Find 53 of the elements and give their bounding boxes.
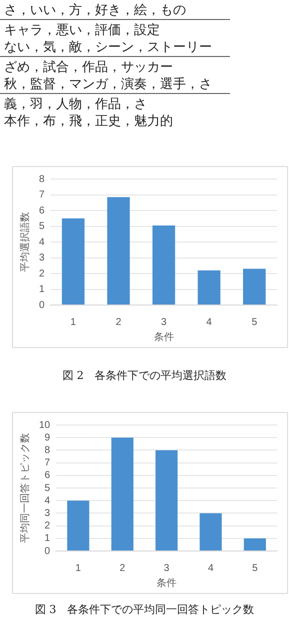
x-tick-label: 5 <box>252 562 258 574</box>
text: ない，気，敵，シーン，ストーリー <box>0 39 230 57</box>
bar <box>62 218 85 304</box>
y-tick-label: 5 <box>39 221 45 232</box>
bar <box>111 438 134 550</box>
y-tick-label: 1 <box>39 284 45 295</box>
bar <box>107 197 130 304</box>
bar <box>198 270 220 304</box>
x-tick-label: 3 <box>164 562 170 574</box>
y-tick-label: 6 <box>39 205 45 216</box>
y-tick-label: 7 <box>39 190 45 200</box>
x-tick-label: 4 <box>206 316 212 328</box>
bar <box>152 225 176 304</box>
x-tick-label: 2 <box>120 562 126 574</box>
y-tick-label: 8 <box>39 174 45 185</box>
y-tick-label: 9 <box>44 432 51 444</box>
y-axis-title: 平均選択語数 <box>18 212 31 272</box>
y-tick-label: 7 <box>44 458 51 469</box>
x-axis-title: 条件 <box>154 330 174 343</box>
x-tick-label: 2 <box>116 316 122 328</box>
text: 義，羽，人物，作品，さ <box>3 96 148 113</box>
y-tick-label: 2 <box>39 268 45 280</box>
x-axis-title: 条件 <box>156 576 177 589</box>
y-tick-label: 1 <box>44 533 51 544</box>
bar <box>200 513 222 550</box>
bar <box>243 268 266 304</box>
bar <box>244 538 266 550</box>
bar <box>67 500 90 550</box>
y-axis-title: 平均同一回答トピック数 <box>18 433 31 543</box>
y-tick-label: 3 <box>44 508 51 519</box>
bar <box>156 450 178 550</box>
y-tick-label: 10 <box>39 420 51 431</box>
x-tick-label: 4 <box>208 562 214 574</box>
y-tick-label: 5 <box>44 482 51 494</box>
text: ざめ，試合，作品，サッカー <box>3 59 174 76</box>
text: キャラ，悪い，評価，設定 <box>3 22 161 39</box>
text: 図 3 各条件下での平均同一回答トピック数 <box>34 602 256 617</box>
text: 図 2 各条件下での平均選択語数 <box>61 368 228 383</box>
y-tick-label: 4 <box>44 495 51 506</box>
x-tick-label: 3 <box>161 316 167 328</box>
text: さ，いい，方，好き，絵，もの <box>0 2 230 20</box>
y-tick-label: 8 <box>44 444 51 456</box>
y-tick-label: 0 <box>39 300 45 311</box>
y-tick-label: 2 <box>44 520 51 532</box>
x-tick-label: 1 <box>75 562 82 574</box>
y-tick-label: 3 <box>39 252 45 264</box>
y-tick-label: 6 <box>44 470 51 482</box>
y-tick-label: 4 <box>39 236 45 248</box>
text: 本作，布，飛，正史，魅力的 <box>3 113 174 130</box>
text: 秋，監督，マンガ，演奏，選手，さ <box>0 76 230 94</box>
x-tick-label: 5 <box>252 316 258 328</box>
y-tick-label: 0 <box>44 546 51 557</box>
x-tick-label: 1 <box>70 316 76 328</box>
